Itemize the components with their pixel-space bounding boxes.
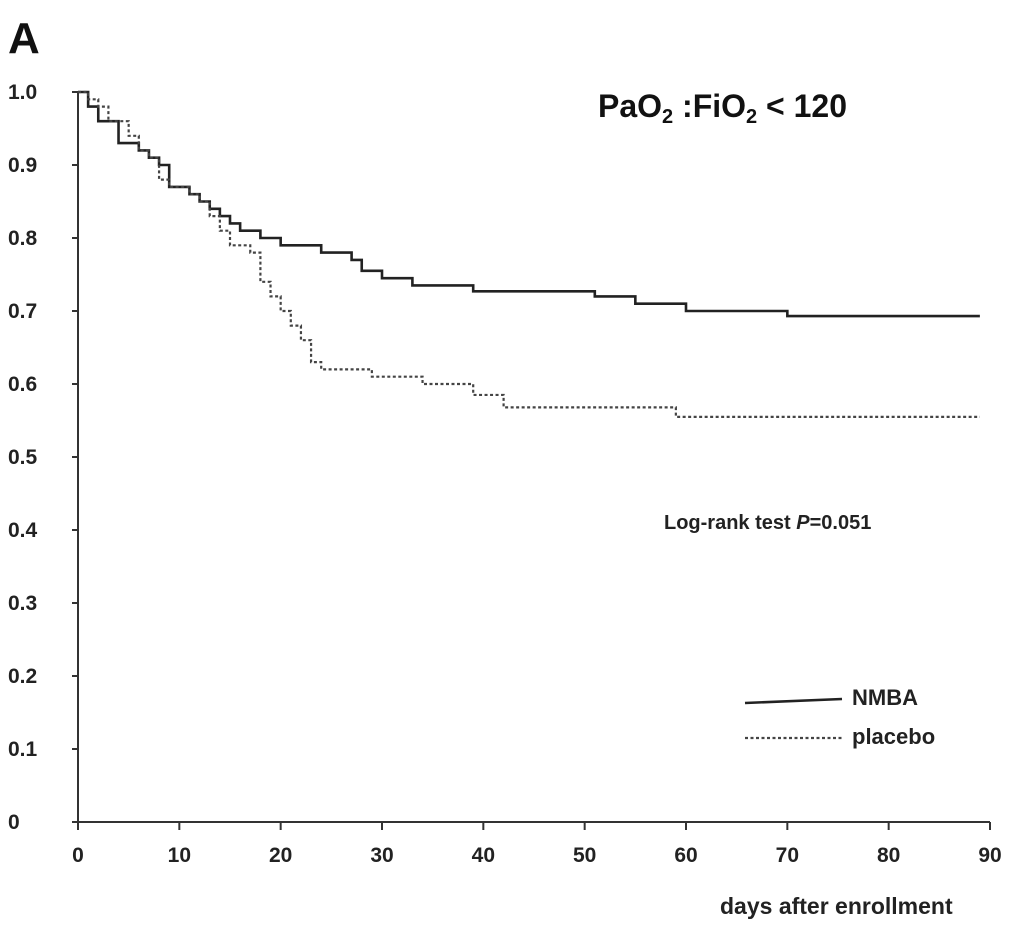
x-tick-label: 70: [776, 844, 799, 867]
panel-label: A: [8, 14, 40, 63]
y-tick-label: 0.3: [8, 592, 37, 615]
y-tick-label: 0.9: [8, 154, 37, 177]
series-group: [78, 90, 980, 418]
legend-label-nmba: NMBA: [852, 685, 918, 710]
y-tick-label: 0.5: [8, 446, 38, 469]
y-tick-label: 0.8: [8, 227, 38, 250]
y-tick-label: 0.7: [8, 300, 37, 323]
x-tick-label: 90: [978, 844, 1001, 867]
series-line-nmba: [78, 90, 980, 318]
legend: [744, 697, 843, 740]
legend-swatch-nmba: [744, 697, 843, 705]
series-line-placebo: [78, 90, 980, 418]
log-rank-annotation: Log-rank test P=0.051: [664, 512, 872, 534]
x-tick-label: 80: [877, 844, 900, 867]
chart-title: PaO2 :FiO2 < 120: [598, 88, 848, 128]
y-tick-label: 0: [8, 811, 20, 834]
x-tick-label: 0: [72, 844, 84, 867]
axes: 0 0.1 0.2 0.3 0.4 0.5 0.6 0.7 0.8 0.9 1.0 0 10 20 30 40…: [8, 81, 1002, 867]
legend-label-placebo: placebo: [852, 724, 936, 749]
y-tick-label: 0.6: [8, 373, 37, 396]
x-tick-label: 50: [573, 844, 596, 867]
x-tick-label: 30: [370, 844, 393, 867]
x-axis-label: days after enrollment: [720, 893, 953, 919]
x-tick-label: 40: [472, 844, 495, 867]
x-tick-label: 20: [269, 844, 292, 867]
x-tick-label: 10: [168, 844, 191, 867]
y-tick-label: 1.0: [8, 81, 37, 104]
y-tick-label: 0.4: [8, 519, 38, 542]
x-tick-label: 60: [674, 844, 697, 867]
y-tick-label: 0.2: [8, 665, 37, 688]
y-tick-label: 0.1: [8, 738, 38, 761]
